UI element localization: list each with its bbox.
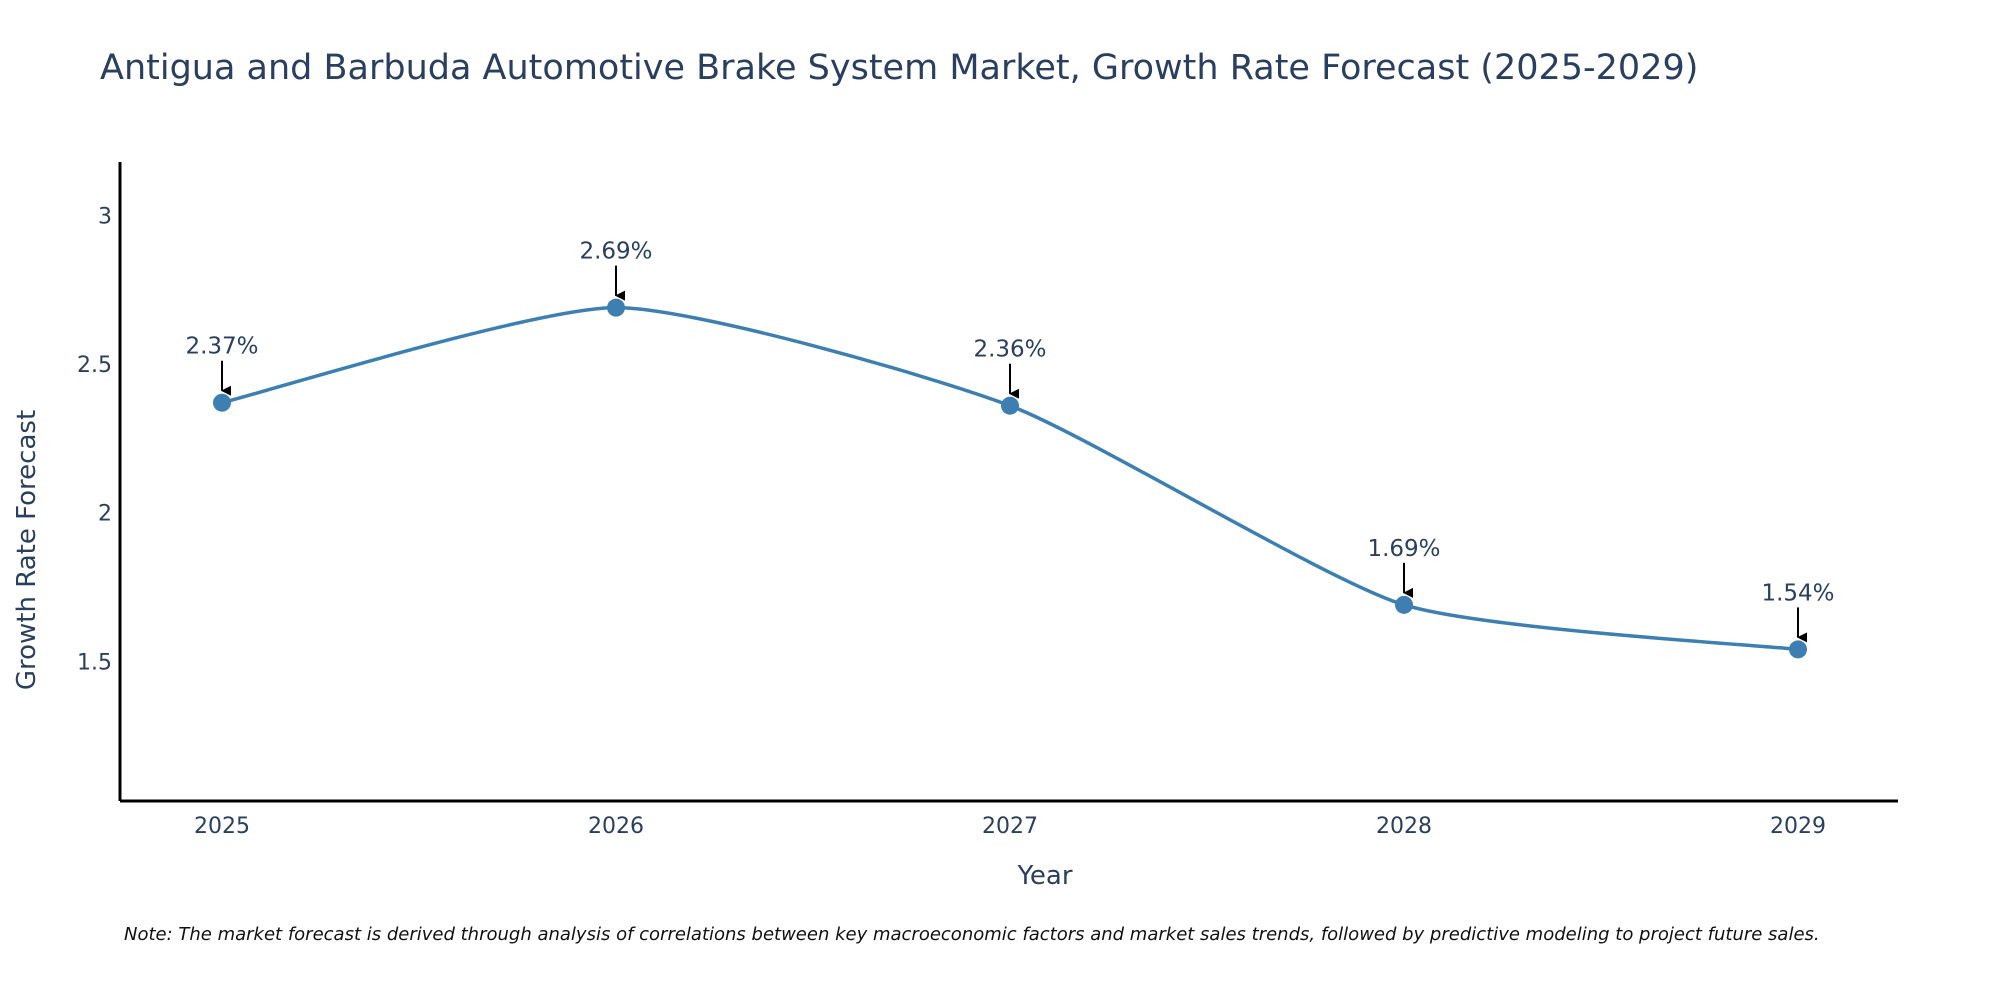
data-point: [213, 393, 231, 412]
x-tick-label: 2027: [982, 814, 1038, 839]
data-point: [1001, 396, 1019, 415]
y-tick-label: 2.5: [77, 353, 112, 378]
x-tick-label: 2026: [588, 814, 644, 839]
data-label: 1.69%: [1367, 536, 1440, 562]
x-tick-label: 2028: [1376, 814, 1432, 839]
x-tick-label: 2025: [194, 814, 250, 839]
x-axis-title: Year: [1016, 861, 1072, 891]
y-tick-label: 2: [98, 502, 112, 527]
data-point: [607, 298, 625, 317]
y-axis-title: Growth Rate Forecast: [12, 410, 42, 690]
data-label: 2.36%: [973, 337, 1046, 363]
data-label: 2.69%: [579, 239, 652, 265]
forecast-note: Note: The market forecast is derived thr…: [124, 924, 1820, 945]
data-label: 2.37%: [185, 334, 258, 360]
chart-title: Antigua and Barbuda Automotive Brake Sys…: [100, 48, 1698, 88]
x-tick-label: 2029: [1770, 814, 1826, 839]
data-point: [1789, 640, 1807, 659]
plot-area: 1.5 2 2.5 3 2025 2026 2027 2028 2029 2.37% 2.69% 2.…: [77, 162, 1898, 839]
y-tick-label: 1.5: [77, 650, 112, 675]
data-point: [1395, 595, 1413, 614]
data-label: 1.54%: [1761, 580, 1834, 606]
y-tick-label: 3: [98, 204, 112, 229]
